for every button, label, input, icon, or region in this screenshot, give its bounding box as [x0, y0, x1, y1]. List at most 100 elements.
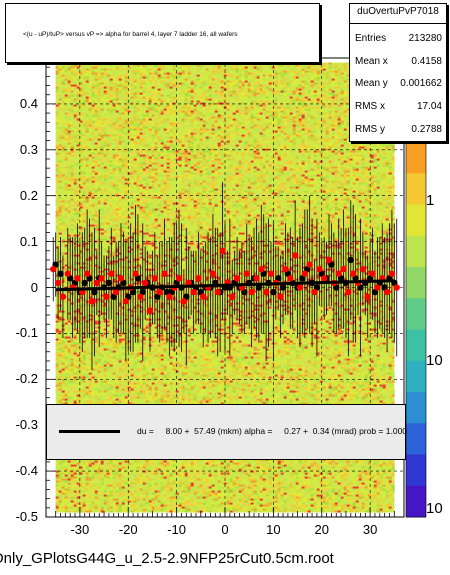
profile-point-red: [219, 247, 226, 254]
profile-point-red: [141, 279, 149, 287]
profile-point-red: [180, 298, 188, 305]
profile-point-black: [81, 279, 88, 287]
color-scale-label: 1: [426, 192, 435, 209]
color-scale-segment: [406, 454, 426, 487]
profile-point-red: [117, 275, 125, 282]
profile-point-red: [233, 275, 241, 282]
color-scale-segment: [406, 423, 426, 455]
color-scale-segment: [406, 235, 426, 268]
profile-point-red: [166, 293, 173, 300]
profile-point-black: [105, 279, 113, 287]
color-scale-segment: [406, 298, 426, 330]
profile-point-red: [156, 288, 163, 296]
fit-line: [55, 279, 395, 292]
stats-value: 0.001662: [400, 78, 442, 89]
color-scale-segment: [406, 392, 426, 424]
profile-point-red: [258, 265, 265, 273]
profile-point-red: [311, 288, 318, 296]
y-tick-label: 0.4: [19, 95, 38, 111]
profile-point-red: [175, 275, 183, 282]
profile-point-red: [229, 293, 236, 300]
profile-point-red: [277, 293, 284, 300]
stats-row-mean-y: Mean y 0.001662: [350, 78, 446, 94]
profile-point-red: [388, 270, 396, 277]
profile-point-black: [57, 270, 64, 277]
profile-point-red: [151, 275, 159, 282]
profile-point-red: [74, 275, 81, 282]
profile-point-red: [369, 270, 376, 277]
profile-point-red: [103, 293, 110, 300]
y-tick-label: 0.2: [19, 187, 38, 203]
profile-point-red: [146, 307, 154, 314]
profile-point-black: [91, 288, 98, 296]
y-tick-label: 0: [30, 279, 38, 295]
profile-point-red: [93, 279, 100, 287]
x-tick-label: -30: [70, 522, 90, 537]
profile-point-red: [301, 270, 309, 277]
profile-point-red: [393, 284, 400, 291]
profile-point-red: [137, 293, 144, 300]
x-tick-label: 0: [221, 522, 229, 537]
profile-point-red: [185, 279, 192, 287]
color-scale-segment: [406, 360, 426, 393]
stats-label: Entries: [355, 33, 387, 44]
profile-point-red: [350, 270, 357, 277]
stats-label: Mean x: [355, 56, 388, 67]
profile-point-red: [200, 293, 207, 300]
chart-title: <(u - uP)/tuP> versus vP => alpha for ba…: [23, 31, 238, 38]
stats-value: 0.2788: [411, 124, 442, 135]
profile-point-red: [262, 288, 270, 296]
profile-point-red: [345, 288, 352, 296]
profile-point-red: [296, 284, 304, 291]
profile-point-red: [253, 275, 260, 282]
profile-point-red: [214, 288, 221, 296]
y-tick-label: 0.3: [19, 141, 38, 157]
profile-point-red: [267, 270, 275, 277]
fit-result-text: du = 8.00 + 57.49 (mkm) alpha = 0.27 + 0…: [137, 426, 408, 436]
stats-row-rms-x: RMS x 17.04: [350, 101, 446, 117]
profile-point-red: [98, 275, 105, 282]
color-scale-label: 10: [426, 500, 443, 517]
color-scale-segment: [406, 485, 426, 518]
stats-row-entries: Entries 213280: [350, 33, 446, 49]
profile-point-black: [279, 284, 287, 291]
fit-legend-line: [59, 430, 120, 433]
color-scale-segment: [406, 173, 426, 205]
color-scale-segment: [406, 142, 426, 174]
profile-point-red: [88, 298, 96, 305]
color-scale-label: 10: [426, 352, 443, 369]
stats-label: Mean y: [355, 78, 388, 89]
stats-row-mean-x: Mean x 0.4158: [350, 56, 446, 72]
profile-point-red: [316, 265, 323, 273]
profile-point-red: [335, 270, 342, 277]
y-tick-label: -0.3: [15, 417, 38, 433]
stats-separator: [350, 23, 446, 24]
y-tick-label: -0.4: [15, 463, 38, 479]
file-label: Only_GPlotsG44G_u_2.5-2.9NFP25rCut0.5cm.…: [0, 550, 334, 567]
color-scale-segment: [406, 204, 426, 237]
profile-point-red: [64, 270, 71, 277]
profile-point-red: [190, 288, 197, 296]
profile-point-red: [364, 293, 371, 300]
profile-point-red: [325, 256, 333, 264]
profile-point-red: [112, 288, 120, 296]
stats-value: 17.04: [416, 101, 442, 112]
profile-point-red: [83, 270, 91, 277]
x-tick-label: 30: [362, 522, 378, 537]
fit-legend: du = 8.00 + 57.49 (mkm) alpha = 0.27 + 0…: [46, 404, 408, 460]
y-tick-label: -0.1: [15, 325, 38, 341]
color-scale-segment: [406, 329, 426, 362]
profile-point-red: [383, 288, 391, 296]
title-box: <(u - uP)/tuP> versus vP => alpha for ba…: [5, 3, 320, 63]
profile-point-red: [50, 265, 57, 273]
stats-value: 213280: [408, 33, 442, 44]
profile-point-red: [359, 265, 367, 273]
profile-points-layer: [50, 181, 400, 371]
y-tick-label: -0.2: [15, 371, 38, 387]
profile-point-black: [270, 288, 277, 296]
profile-point-red: [340, 265, 347, 273]
x-tick-label: 20: [314, 522, 329, 537]
x-tick-label: -10: [167, 522, 186, 537]
profile-point-red: [54, 279, 62, 287]
profile-point-red: [209, 270, 217, 277]
